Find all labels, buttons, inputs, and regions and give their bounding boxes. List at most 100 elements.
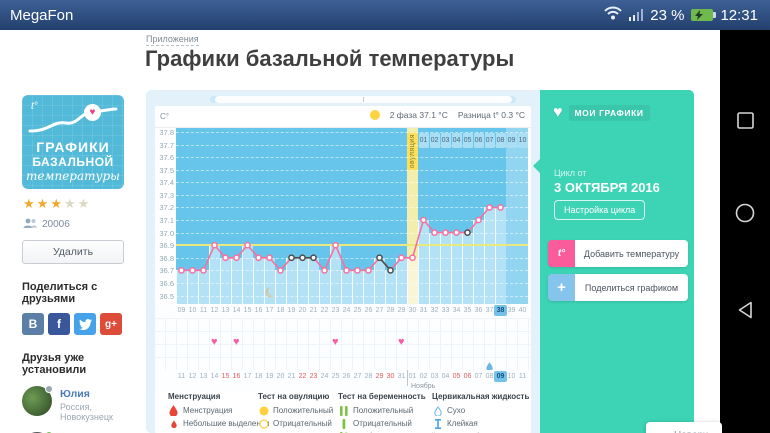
intercourse-heart-icon: ♥: [211, 336, 218, 348]
app-sidebar: t° ♥ ГРАФИКИ БАЗАЛЬНОЙ температуры ★★★★★…: [22, 95, 140, 433]
circle-yellow-filled: [258, 406, 269, 416]
legend-item: Отрицательный: [258, 417, 333, 430]
cycle-day-label: 40: [518, 307, 527, 314]
delete-app-button[interactable]: Удалить: [22, 240, 124, 264]
star-icon: ★: [23, 196, 37, 211]
rating-stars[interactable]: ★★★★★: [23, 196, 140, 212]
temperature-plot[interactable]: овуляция 01 02 03 04 05 06 07 08 09 10 ☾: [176, 128, 528, 304]
friend-row[interactable]: Юлия Россия, Новокузнецк: [22, 385, 140, 422]
friend-name[interactable]: Юлия: [60, 388, 90, 400]
date-label: 16: [232, 373, 241, 380]
facebook-share-icon[interactable]: f: [48, 313, 70, 335]
cycle-start-date: 3 ОКТЯБРЯ 2016: [554, 180, 660, 195]
app-icon-title-1: ГРАФИКИ: [36, 139, 110, 155]
date-label: 04: [441, 373, 450, 380]
bbt-chart-panel: C° 2 фаза 37.1 °C Разница t° 0.3 °C 37.8…: [155, 106, 531, 433]
back-to-top-button[interactable]: Наверх: [646, 422, 722, 433]
users-icon: [23, 218, 37, 231]
date-label: 21: [287, 373, 296, 380]
share-with-friends-title: Поделиться с друзьями: [22, 281, 98, 305]
date-label: 02: [419, 373, 428, 380]
chart-horizontal-scrollbar[interactable]: [210, 96, 516, 103]
cycle-day-label: 30: [408, 307, 417, 314]
star-icon: ★: [50, 196, 64, 211]
month-label: Ноябрь: [411, 383, 436, 390]
date-label: 23: [309, 373, 318, 380]
my-charts-panel: ♥ МОИ ГРАФИКИ Цикл от 3 ОКТЯБРЯ 2016 Нас…: [533, 90, 694, 433]
clock-label: 12:31: [720, 6, 758, 24]
plus-icon: +: [548, 274, 575, 301]
date-label: 10: [507, 373, 516, 380]
breadcrumb[interactable]: Приложения: [146, 34, 199, 46]
cycle-day-label: 28: [386, 307, 395, 314]
cycle-day-label: 09: [177, 307, 186, 314]
date-label: 26: [342, 373, 351, 380]
calendar-dates-axis: 11 12 13 14 15 16 17 18 19 20 21 22 23 24 25 26 27 28 29 30…: [155, 370, 531, 393]
legend-item: Положительный: [338, 404, 436, 417]
legend-item: Отрицательный: [338, 417, 436, 430]
date-label: 30: [386, 373, 395, 380]
thermometer-icon: t°: [548, 240, 575, 267]
battery-icon: [691, 9, 717, 21]
cycle-day-label: 39: [507, 307, 516, 314]
recents-button[interactable]: [720, 100, 770, 140]
add-temperature-button[interactable]: t° Добавить температуру: [548, 240, 688, 267]
cycle-days-axis: 09 10 11 12 13 14 15 16 17 18 19 20 21 22 23 24 25 26 27 28…: [155, 304, 531, 318]
cycle-settings-button[interactable]: Настройка цикла: [554, 200, 646, 220]
circle-yellow-outline: [258, 418, 269, 429]
date-header-cell: 01: [418, 133, 429, 148]
my-charts-title: МОИ ГРАФИКИ: [568, 105, 650, 121]
browser-page: Приложения Графики базальной температуры…: [0, 30, 722, 433]
y-axis-tick: 37.8: [159, 128, 174, 137]
date-header-cell: 07: [484, 133, 495, 148]
date-header-cell: 06: [473, 133, 484, 148]
date-label: 28: [364, 373, 373, 380]
cycle-day-label: 10: [188, 307, 197, 314]
legend-item: Небольшие выделения: [168, 417, 270, 430]
cycle-day-label: 26: [364, 307, 373, 314]
cycle-from-label: Цикл от: [554, 168, 587, 178]
vk-share-icon[interactable]: В: [22, 313, 44, 335]
legend-item: Клейкая: [432, 417, 529, 430]
cycle-day-label: 14: [232, 307, 241, 314]
y-axis-tick: 37.5: [159, 165, 174, 175]
y-axis-tick: 36.7: [159, 266, 174, 276]
legend-item-label: Отрицательный: [353, 419, 412, 428]
app-icon[interactable]: t° ♥ ГРАФИКИ БАЗАЛЬНОЙ температуры: [22, 95, 124, 189]
twitter-share-icon[interactable]: [74, 313, 96, 335]
bbt-chart-card: C° 2 фаза 37.1 °C Разница t° 0.3 °C 37.8…: [146, 90, 540, 433]
y-axis-tick: 36.5: [159, 291, 174, 301]
cycle-day-label: 34: [452, 307, 461, 314]
date-header-cell: 09: [506, 133, 517, 148]
heart-icon: ♥: [553, 104, 563, 121]
ibeam-blue: [432, 418, 443, 429]
legend-group-title: Цервикальная жидкость: [432, 392, 530, 401]
current-date: 09: [494, 371, 507, 382]
cycle-day-label: 18: [276, 307, 285, 314]
drop-red-small: [168, 419, 179, 428]
date-header-cell: 04: [451, 133, 462, 148]
friend-location: Россия, Новокузнецк: [60, 402, 113, 422]
chart-legend: Менструация Менструация Небольшие выделени…: [155, 392, 531, 433]
cycle-day-label: 29: [397, 307, 406, 314]
y-axis-tick: 37.0: [159, 228, 174, 238]
temp-difference-label: Разница t° 0.3 °C: [457, 110, 525, 120]
legend-item-label: Положительный: [273, 406, 334, 415]
date-header-cell: 10: [517, 133, 528, 148]
phase2-temp-label: 2 фаза 37.1 °C: [389, 110, 448, 120]
ovulation-test-dot-icon: [369, 110, 380, 120]
star-icon: ★: [63, 196, 78, 211]
legend-group: Цервикальная жидкостьСухоКлейкаяКремообр…: [432, 392, 529, 433]
date-label: 03: [430, 373, 439, 380]
cycle-day-label: 37: [485, 307, 494, 314]
date-label: 22: [298, 373, 307, 380]
friend-avatar: [22, 385, 53, 416]
cycle-day-label: 19: [287, 307, 296, 314]
date-header-cell: 08: [495, 133, 506, 148]
date-label: 01: [408, 373, 417, 380]
googleplus-share-icon[interactable]: g+: [100, 313, 122, 335]
back-button[interactable]: [720, 290, 770, 330]
share-chart-button[interactable]: + Поделиться графиком: [548, 274, 688, 301]
home-button[interactable]: [720, 193, 770, 233]
events-row[interactable]: ♥ ♥ ♥ ♥: [155, 318, 531, 372]
